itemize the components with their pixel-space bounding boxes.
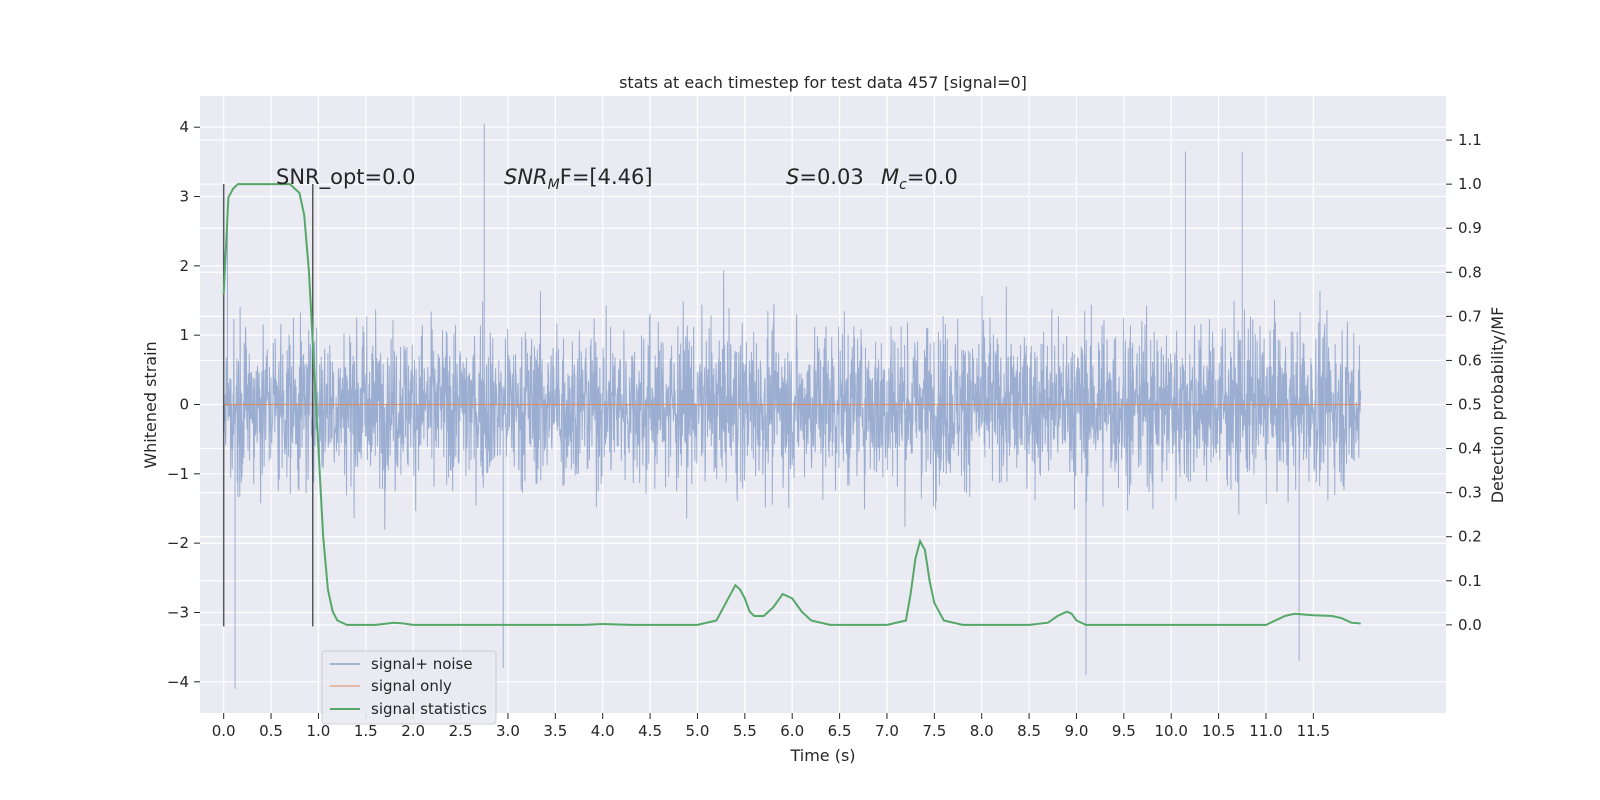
y-tick-label: 2 bbox=[179, 257, 189, 275]
y-tick-label: 0 bbox=[179, 396, 189, 414]
x-tick-label: 4.5 bbox=[638, 722, 662, 740]
annotation-mc: Mc=0.0 bbox=[881, 165, 958, 193]
mc-label: M bbox=[881, 165, 899, 189]
y2-tick-label: 0.0 bbox=[1458, 616, 1482, 634]
annotation-snr-opt: SNR_opt=0.0 bbox=[276, 165, 416, 190]
y2-tick-label: 0.2 bbox=[1458, 528, 1482, 546]
y2-tick-label: 0.8 bbox=[1458, 263, 1482, 281]
y-axis-ticks: −4 −3 −2 −1 0 1 2 3 4 bbox=[167, 118, 200, 691]
legend-label-stats: signal statistics bbox=[371, 700, 487, 718]
x-tick-label: 3.0 bbox=[496, 722, 520, 740]
s-label: S bbox=[786, 165, 799, 189]
s-value: =0.03 bbox=[799, 165, 863, 189]
y-tick-label: −2 bbox=[167, 534, 189, 552]
legend-label-noise: signal+ noise bbox=[371, 655, 473, 673]
x-tick-label: 0.0 bbox=[212, 722, 236, 740]
x-tick-label: 7.0 bbox=[875, 722, 899, 740]
x-tick-label: 11.5 bbox=[1297, 722, 1330, 740]
x-tick-label: 3.5 bbox=[543, 722, 567, 740]
x-tick-label: 9.0 bbox=[1065, 722, 1089, 740]
signal-statistics-series bbox=[222, 183, 1361, 626]
x-tick-label: 1.0 bbox=[307, 722, 331, 740]
x-tick-label: 6.5 bbox=[828, 722, 852, 740]
y-tick-label: 4 bbox=[179, 118, 189, 136]
mc-value: =0.0 bbox=[907, 165, 958, 189]
x-tick-label: 8.0 bbox=[970, 722, 994, 740]
y2-tick-label: 0.9 bbox=[1458, 219, 1482, 237]
y2-tick-label: 1.0 bbox=[1458, 175, 1482, 193]
legend: signal+ noise signal only signal statist… bbox=[321, 650, 497, 725]
x-tick-label: 2.5 bbox=[449, 722, 473, 740]
x-tick-label: 7.5 bbox=[922, 722, 946, 740]
y2-axis-ticks: 0.0 0.1 0.2 0.3 0.4 0.5 0.6 0.7 0.8 0.9 1.0 1.1 bbox=[1446, 131, 1482, 634]
y-tick-label: 1 bbox=[179, 326, 189, 344]
x-tick-label: 2.0 bbox=[401, 722, 425, 740]
chart-title: stats at each timestep for test data 457… bbox=[619, 73, 1027, 92]
y2-tick-label: 1.1 bbox=[1458, 131, 1482, 149]
x-tick-label: 0.5 bbox=[259, 722, 283, 740]
x-tick-label: 11.0 bbox=[1249, 722, 1282, 740]
y-axis-label: Whitened strain bbox=[141, 341, 160, 468]
y2-tick-label: 0.6 bbox=[1458, 351, 1482, 369]
y-tick-label: 3 bbox=[179, 188, 189, 206]
vertical-markers bbox=[222, 184, 314, 627]
x-tick-label: 4.0 bbox=[591, 722, 615, 740]
mc-subscript: c bbox=[899, 177, 907, 193]
y2-axis-label: Detection probability/MF bbox=[1488, 307, 1507, 504]
x-axis-ticks: 0.0 0.5 1.0 1.5 2.0 2.5 3.0 3.5 4.0 4.5 5.0 5.5 6.0 6… bbox=[212, 713, 1330, 740]
x-tick-label: 1.5 bbox=[354, 722, 378, 740]
snr-mf-prefix: SNR bbox=[504, 165, 548, 189]
snr-mf-subscript: M bbox=[548, 177, 560, 193]
x-axis-label: Time (s) bbox=[789, 746, 855, 765]
y2-tick-label: 0.7 bbox=[1458, 307, 1482, 325]
x-tick-label: 6.0 bbox=[780, 722, 804, 740]
annotation-s: S=0.03 bbox=[786, 165, 864, 189]
y-tick-label: −1 bbox=[167, 465, 189, 483]
legend-box bbox=[321, 650, 497, 725]
y-tick-label: −3 bbox=[167, 603, 189, 621]
y2-tick-label: 0.5 bbox=[1458, 396, 1482, 414]
snr-mf-suffix: F=[4.46] bbox=[560, 165, 653, 189]
x-tick-label: 10.0 bbox=[1155, 722, 1188, 740]
x-tick-label: 5.5 bbox=[733, 722, 757, 740]
annotation-snr-mf: SNRMF=[4.46] bbox=[504, 165, 653, 193]
noise-trace bbox=[223, 123, 1362, 689]
x-tick-label: 8.5 bbox=[1017, 722, 1041, 740]
y2-tick-label: 0.4 bbox=[1458, 440, 1482, 458]
y2-tick-label: 0.1 bbox=[1458, 572, 1482, 590]
x-tick-label: 9.5 bbox=[1112, 722, 1136, 740]
signal-plus-noise-series bbox=[223, 123, 1362, 689]
x-tick-label: 10.5 bbox=[1202, 722, 1235, 740]
y2-tick-label: 0.3 bbox=[1458, 484, 1482, 502]
x-tick-label: 5.0 bbox=[686, 722, 710, 740]
y-tick-label: −4 bbox=[167, 673, 189, 691]
legend-label-signal: signal only bbox=[371, 677, 452, 695]
